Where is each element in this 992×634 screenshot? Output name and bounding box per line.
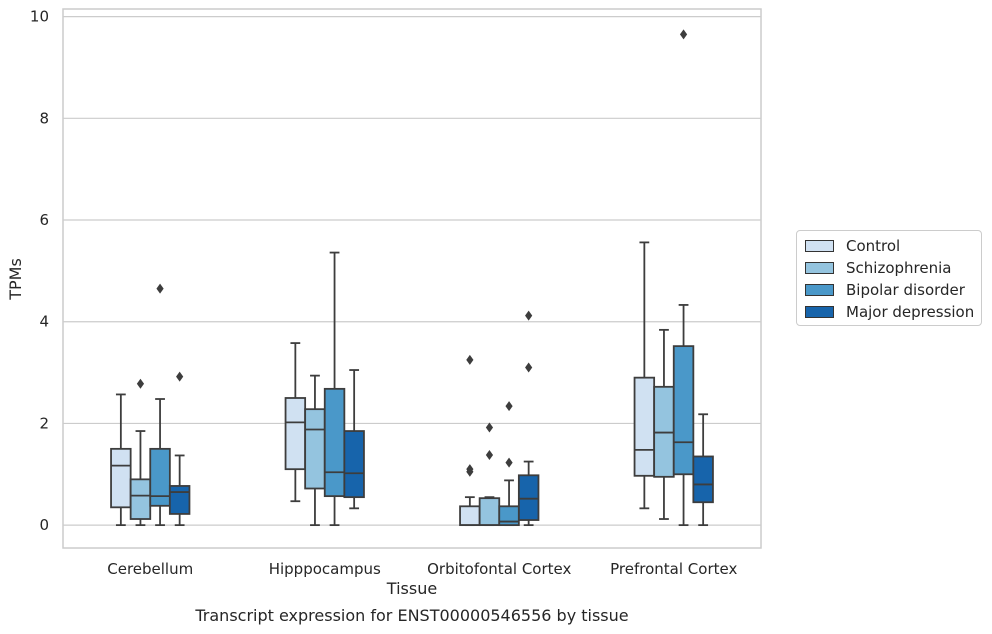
legend-swatch-major-depression <box>805 306 834 318</box>
box-major-depression-hipppocampus <box>343 369 365 510</box>
legend-label-control: Control <box>846 237 901 255</box>
legend-label-major-depression: Major depression <box>846 303 975 321</box>
legend-item-schizophrenia: Schizophrenia <box>805 258 951 278</box>
legend: Control Schizophrenia Bipolar disorder M… <box>796 230 982 326</box>
box-schizophrenia-hipppocampus <box>304 374 326 527</box>
outlier-point-0 <box>156 283 164 294</box>
outlier-point-0 <box>176 371 184 382</box>
box-control-hipppocampus <box>284 342 307 503</box>
box-schizophrenia-prefrontal-cortex <box>653 328 675 520</box>
box-bipolar-disorder-orbitofontal-cortex <box>498 401 520 527</box>
box-iqr <box>304 408 326 490</box>
box-bipolar-disorder-prefrontal-cortex <box>672 29 695 527</box>
legend-label-bipolar-disorder: Bipolar disorder <box>846 281 965 299</box>
legend-label-schizophrenia: Schizophrenia <box>846 259 952 277</box>
box-iqr <box>323 387 346 498</box>
box-iqr <box>284 397 307 471</box>
figure-caption: Transcript expression for ENST0000054655… <box>195 606 629 625</box>
box-schizophrenia-cerebellum <box>129 378 152 527</box>
box-bipolar-disorder-cerebellum <box>149 283 171 527</box>
outlier-point-0 <box>505 457 513 468</box>
plot-area-frame <box>62 8 762 549</box>
y-tick-labels: 0 2 4 6 8 10 <box>30 8 49 534</box>
box-bipolar-disorder-hipppocampus <box>323 251 346 527</box>
y-tick-label-0: 0 <box>39 516 49 534</box>
box-plot-series <box>110 29 714 527</box>
x-tick-label-cerebellum: Cerebellum <box>107 560 193 578</box>
y-tick-label-10: 10 <box>30 8 49 26</box>
box-control-cerebellum <box>110 393 132 527</box>
legend-item-bipolar-disorder: Bipolar disorder <box>805 280 965 300</box>
box-major-depression-orbitofontal-cortex <box>517 310 540 527</box>
outlier-point-1 <box>505 401 513 412</box>
box-iqr <box>168 485 191 515</box>
outlier-point-0 <box>525 362 533 373</box>
box-iqr <box>672 345 695 476</box>
outlier-point-0 <box>485 449 494 460</box>
box-iqr <box>343 430 365 499</box>
legend-swatch-control <box>805 240 834 252</box>
box-iqr <box>110 447 132 509</box>
x-tick-label-hipppocampus: Hipppocampus <box>269 560 381 578</box>
x-tick-label-orbitofontal-cortex: Orbitofontal Cortex <box>427 560 571 578</box>
outlier-point-0 <box>136 378 145 389</box>
y-axis-label: TPMs <box>6 258 25 301</box>
box-control-prefrontal-cortex <box>633 241 656 510</box>
outlier-point-2 <box>466 354 474 365</box>
box-control-orbitofontal-cortex <box>459 354 481 527</box>
box-iqr <box>633 376 656 477</box>
box-iqr <box>692 455 714 504</box>
x-tick-label-prefrontal-cortex: Prefrontal Cortex <box>610 560 737 578</box>
legend-item-major-depression: Major depression <box>805 302 974 322</box>
legend-swatch-schizophrenia <box>805 262 834 274</box>
outlier-point-1 <box>525 310 533 321</box>
y-tick-label-4: 4 <box>39 313 49 331</box>
box-schizophrenia-orbitofontal-cortex <box>478 422 501 527</box>
x-axis-label: Tissue <box>386 579 437 598</box>
box-iqr <box>478 497 501 527</box>
legend-item-control: Control <box>805 236 900 256</box>
outlier-point-0 <box>679 29 688 40</box>
box-iqr <box>459 505 481 527</box>
y-tick-label-6: 6 <box>39 211 49 229</box>
box-iqr <box>517 474 540 521</box>
box-iqr <box>129 478 152 520</box>
gridlines <box>63 16 761 526</box>
outlier-point-1 <box>485 422 494 433</box>
box-major-depression-cerebellum <box>168 371 191 527</box>
box-iqr <box>149 447 171 507</box>
outlier-point-1 <box>466 464 474 475</box>
box-major-depression-prefrontal-cortex <box>692 413 714 527</box>
y-tick-label-2: 2 <box>39 414 49 432</box>
legend-swatch-bipolar-disorder <box>805 284 834 296</box>
x-tick-labels: Cerebellum Hipppocampus Orbitofontal Corte… <box>107 560 737 578</box>
y-tick-label-8: 8 <box>39 109 49 127</box>
